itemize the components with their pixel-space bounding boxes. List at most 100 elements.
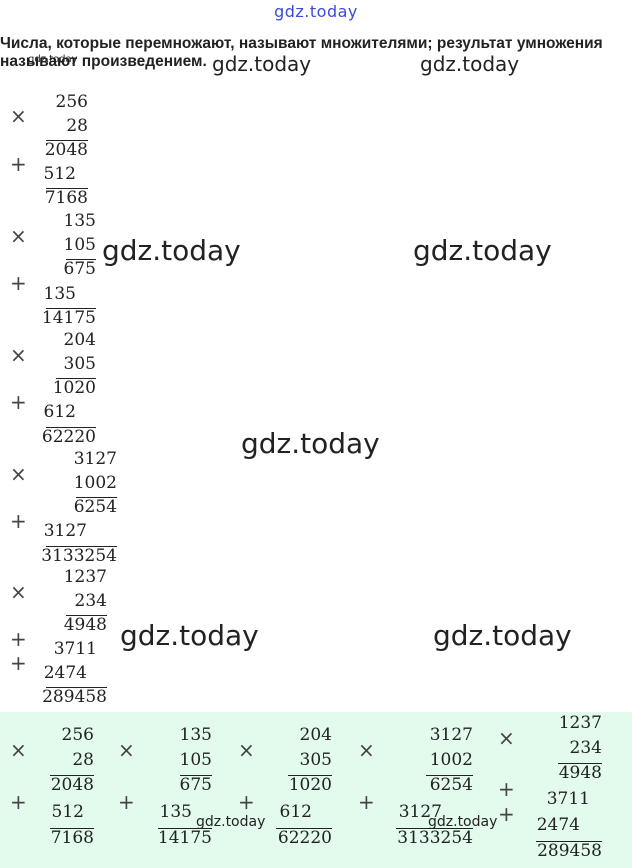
intro-line-1: Числа, которые перемножают, называют мно…: [0, 35, 603, 52]
multiplier: 234: [569, 738, 602, 758]
rule: [46, 546, 117, 547]
multiplicand: 1237: [63, 567, 107, 587]
product: 7168: [50, 828, 94, 848]
intro-text: Числа, которые перемножают, называют мно…: [0, 35, 632, 71]
multiplicand: 1237: [558, 713, 602, 733]
plus-sign: +: [10, 152, 27, 176]
multiplicand: 135: [63, 211, 96, 231]
watermark: gdz.today: [212, 52, 312, 76]
product: 3133254: [397, 828, 473, 848]
product: 7168: [44, 188, 88, 208]
rule: [46, 308, 96, 309]
watermark: gdz.today: [413, 234, 552, 267]
partial-product-1: 1020: [52, 378, 96, 398]
partial-product-2: 512: [43, 164, 76, 184]
partial-product-1: 675: [179, 775, 212, 795]
plus-sign: +: [238, 790, 255, 814]
multiplicand: 135: [179, 725, 212, 745]
times-sign: ×: [118, 738, 135, 762]
partial-product-2: 512: [51, 802, 84, 822]
multiplicand: 256: [61, 725, 94, 745]
watermark: gdz.today: [102, 234, 241, 267]
rule: [46, 188, 88, 189]
watermark: gdz.today: [420, 52, 520, 76]
product: 62220: [41, 427, 96, 447]
plus-sign: +: [10, 790, 27, 814]
times-sign: ×: [498, 726, 515, 750]
rule: [46, 427, 96, 428]
partial-product-2: 612: [279, 802, 312, 822]
rule: [288, 775, 332, 776]
rule: [158, 828, 212, 829]
multiplier: 1002: [73, 473, 117, 493]
watermark: gdz.today: [428, 814, 498, 830]
multiplier: 105: [63, 235, 96, 255]
times-sign: ×: [358, 738, 375, 762]
partial-product-1: 6254: [429, 775, 473, 795]
top-watermark: gdz.today: [274, 2, 358, 21]
rule: [66, 615, 107, 616]
times-sign: ×: [10, 343, 27, 367]
watermark-small: gdz.today: [28, 54, 78, 65]
rule: [50, 828, 94, 829]
plus-sign: +: [358, 790, 375, 814]
multiplicand: 204: [63, 330, 96, 350]
plus-sign: +: [498, 777, 515, 801]
times-sign: ×: [10, 224, 27, 248]
times-sign: ×: [10, 738, 27, 762]
rule: [56, 378, 96, 379]
partial-product-3: 2474: [536, 815, 580, 835]
multiplier: 234: [74, 591, 107, 611]
times-sign: ×: [10, 462, 27, 486]
product: 62220: [277, 828, 332, 848]
multiplicand: 3127: [429, 725, 473, 745]
product: 3133254: [41, 546, 117, 566]
partial-product-1: 6254: [73, 497, 117, 517]
times-sign: ×: [10, 104, 27, 128]
watermark: gdz.today: [196, 814, 266, 830]
rule: [66, 259, 96, 260]
rule: [396, 828, 473, 829]
plus-sign: +: [10, 627, 27, 651]
partial-product-1: 1020: [288, 775, 332, 795]
partial-product-2: 3127: [43, 521, 87, 541]
product: 14175: [157, 828, 212, 848]
product: 14175: [41, 308, 96, 328]
product: 289458: [42, 687, 107, 707]
watermark: gdz.today: [241, 427, 380, 460]
rule: [50, 775, 94, 776]
rule: [426, 775, 473, 776]
partial-product-1: 4948: [63, 615, 107, 635]
summary-panel: [0, 712, 632, 868]
partial-product-1: 4948: [558, 763, 602, 783]
multiplier: 305: [299, 750, 332, 770]
multiplier: 305: [63, 354, 96, 374]
plus-sign: +: [118, 790, 135, 814]
partial-product-2: 3711: [53, 639, 97, 659]
multiplier: 1002: [429, 750, 473, 770]
times-sign: ×: [10, 580, 27, 604]
partial-product-2: 3711: [546, 789, 590, 809]
partial-product-1: 675: [63, 259, 96, 279]
rule: [558, 763, 602, 764]
plus-sign: +: [10, 390, 27, 414]
multiplier: 28: [66, 116, 88, 136]
watermark: gdz.today: [120, 619, 259, 652]
product: 289458: [537, 841, 602, 861]
multiplier: 105: [179, 750, 212, 770]
partial-product-2: 3127: [398, 802, 442, 822]
rule: [76, 497, 117, 498]
rule: [276, 828, 332, 829]
partial-product-2: 612: [43, 402, 76, 422]
multiplier: 28: [72, 750, 94, 770]
rule: [46, 687, 107, 688]
partial-product-1: 2048: [44, 140, 88, 160]
intro-line-2: называют произведением.: [0, 53, 207, 70]
watermark: gdz.today: [433, 619, 572, 652]
partial-product-3: 2474: [43, 663, 87, 683]
rule: [536, 841, 602, 842]
partial-product-1: 2048: [50, 775, 94, 795]
rule: [180, 775, 212, 776]
rule: [46, 140, 88, 141]
plus-sign: +: [10, 651, 27, 675]
